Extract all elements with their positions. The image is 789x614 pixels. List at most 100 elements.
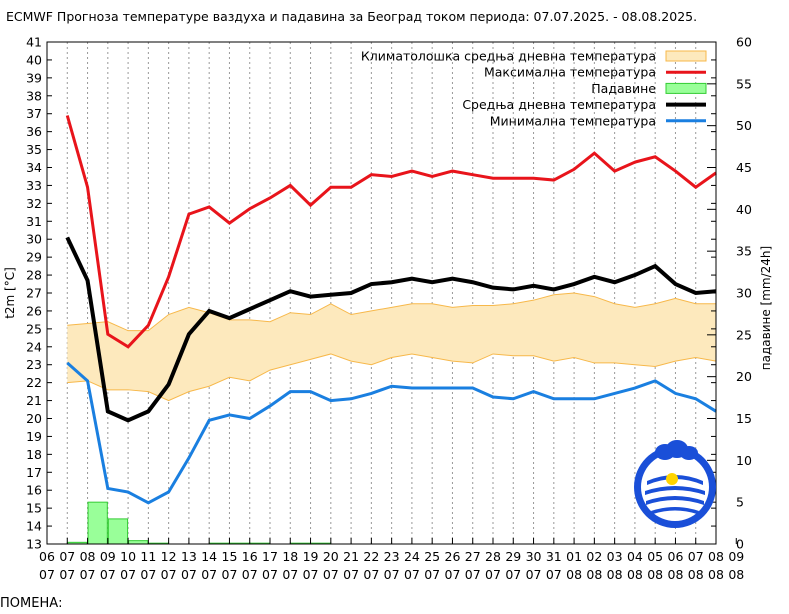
- y-tick-label: 38: [26, 88, 42, 103]
- y-tick-label: 33: [26, 178, 42, 193]
- legend-label: Максимална температура: [484, 65, 656, 80]
- x-tick-day: 26: [445, 549, 461, 564]
- x-tick-day: 10: [120, 549, 136, 564]
- y2-tick-label: 20: [736, 369, 752, 384]
- x-tick-day: 08: [80, 549, 96, 564]
- x-tick-month: 07: [201, 567, 217, 582]
- y2-tick-label: 45: [736, 160, 752, 175]
- x-tick-month: 07: [323, 567, 339, 582]
- x-tick-month: 08: [566, 567, 582, 582]
- x-tick-day: 31: [546, 549, 562, 564]
- x-tick-month: 07: [181, 567, 197, 582]
- x-tick-month: 07: [505, 567, 521, 582]
- y-tick-label: 26: [26, 303, 42, 318]
- y2-tick-label: 10: [736, 453, 752, 468]
- y2-tick-label: 40: [736, 202, 752, 217]
- y2-tick-label: 50: [736, 118, 752, 133]
- precipitation-bar: [107, 518, 129, 545]
- x-tick-day: 25: [424, 549, 440, 564]
- y-tick-label: 18: [26, 447, 42, 462]
- x-tick-day: 08: [708, 549, 724, 564]
- x-tick-month: 07: [242, 567, 258, 582]
- x-tick-month: 08: [708, 567, 724, 582]
- x-tick-day: 27: [465, 549, 481, 564]
- series-line: [65, 115, 717, 349]
- x-tick-day: 15: [222, 549, 238, 564]
- legend-label: Климатолошка средња дневна температура: [361, 49, 656, 64]
- x-tick-day: 17: [262, 549, 278, 564]
- y-tick-label: 27: [26, 286, 42, 301]
- y-tick-label: 22: [26, 375, 42, 390]
- note-label: ПОМЕНА:: [0, 596, 63, 611]
- x-tick-day: 01: [566, 549, 582, 564]
- x-tick-month: 07: [262, 567, 278, 582]
- x-tick-month: 07: [363, 567, 379, 582]
- x-tick-month: 07: [59, 567, 75, 582]
- x-tick-month: 07: [100, 567, 116, 582]
- y-tick-label: 36: [26, 124, 42, 139]
- x-tick-month: 07: [343, 567, 359, 582]
- x-tick-day: 30: [526, 549, 542, 564]
- y-tick-label: 30: [26, 232, 42, 247]
- y2-tick-label: 15: [736, 411, 752, 426]
- x-tick-month: 08: [668, 567, 684, 582]
- y-tick-label: 31: [26, 214, 42, 229]
- temperature-precipitation-chart: 13 14 15 16 17 18 19 20 21 22 23 24 25 26 27 28 29 30 31 32…: [3, 35, 773, 583]
- x-tick-day: 22: [363, 549, 379, 564]
- y-tick-label: 25: [26, 321, 42, 336]
- x-tick-day: 13: [181, 549, 197, 564]
- x-tick-month: 07: [282, 567, 298, 582]
- legend: Климатолошка средња дневна температураМа…: [361, 49, 707, 128]
- x-tick-day: 12: [161, 549, 177, 564]
- x-tick-day: 19: [303, 549, 319, 564]
- x-tick-month: 08: [586, 567, 602, 582]
- x-tick-month: 07: [39, 567, 55, 582]
- x-tick-day: 21: [343, 549, 359, 564]
- precipitation-bar: [87, 501, 108, 545]
- y-tick-label: 16: [26, 483, 42, 498]
- legend-label: Падавине: [591, 81, 656, 96]
- x-tick-month: 07: [445, 567, 461, 582]
- y-tick-label: 23: [26, 357, 42, 372]
- x-tick-day: 06: [39, 549, 55, 564]
- x-tick-day: 16: [242, 549, 258, 564]
- y2-tick-label: 55: [736, 76, 752, 91]
- legend-swatch: [665, 82, 707, 94]
- legend-label: Средња дневна температура: [462, 97, 656, 112]
- y2-tick-label: 60: [736, 35, 752, 50]
- climate-band-upper: [67, 292, 716, 332]
- x-tick-month: 07: [404, 567, 420, 582]
- y-axis-label: t2m [°C]: [3, 267, 17, 319]
- climate-band-lower: [67, 353, 717, 402]
- x-tick-month: 08: [627, 567, 643, 582]
- x-tick-day: 07: [688, 549, 704, 564]
- chart-title: ECMWF Прогноза температуре ваздуха и пад…: [6, 9, 698, 24]
- x-tick-day: 02: [586, 549, 602, 564]
- x-tick-day: 24: [404, 549, 420, 564]
- y-tick-label: 32: [26, 196, 42, 211]
- x-tick-day: 09: [100, 549, 116, 564]
- y-tick-label: 35: [26, 142, 42, 157]
- y-tick-label: 17: [26, 465, 42, 480]
- y-tick-label: 41: [26, 35, 42, 50]
- x-tick-month: 08: [728, 567, 744, 582]
- x-tick-month: 08: [688, 567, 704, 582]
- x-tick-month: 07: [80, 567, 96, 582]
- axes: 13 14 15 16 17 18 19 20 21 22 23 24 25 26 27 28 29 30 31 32…: [26, 35, 752, 583]
- x-tick-day: 06: [668, 549, 684, 564]
- x-tick-day: 28: [485, 549, 501, 564]
- x-tick-month: 07: [526, 567, 542, 582]
- x-tick-month: 07: [485, 567, 501, 582]
- y-tick-label: 24: [26, 339, 42, 354]
- x-tick-day: 20: [323, 549, 339, 564]
- x-tick-month: 07: [140, 567, 156, 582]
- y2-tick-label: 5: [736, 495, 744, 510]
- y-tick-label: 21: [26, 393, 42, 408]
- x-tick-day: 05: [647, 549, 663, 564]
- x-tick-month: 07: [303, 567, 319, 582]
- y2-tick-label: 0: [736, 537, 744, 552]
- y-tick-label: 29: [26, 250, 42, 265]
- x-tick-month: 07: [161, 567, 177, 582]
- x-tick-month: 07: [384, 567, 400, 582]
- y-tick-label: 34: [26, 160, 42, 175]
